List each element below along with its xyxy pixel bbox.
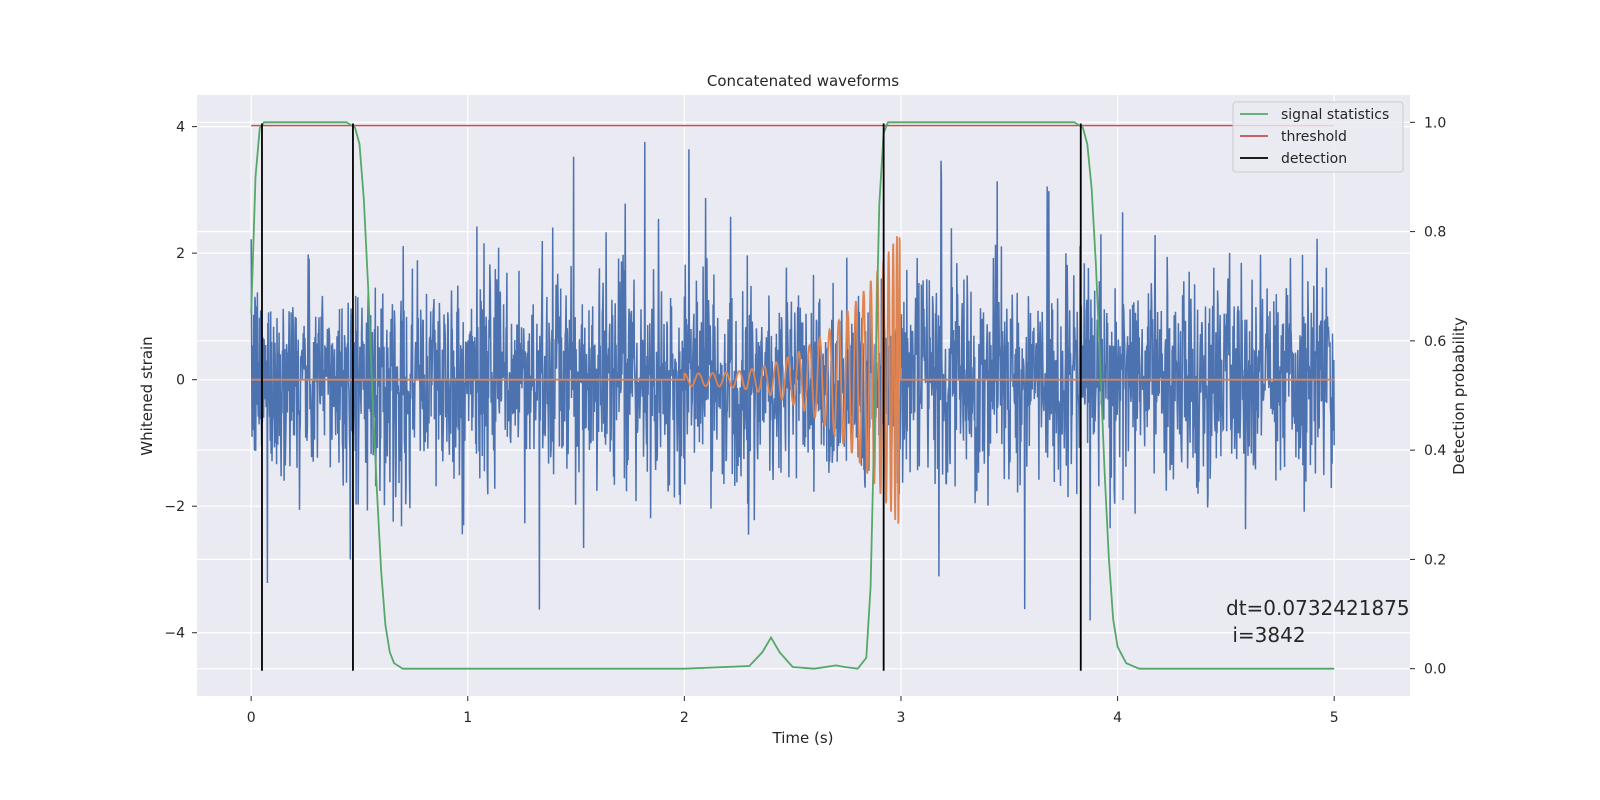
y2-tick-label: 0.4: [1424, 443, 1446, 459]
y2-tick-label: 0.8: [1424, 225, 1446, 241]
y-tick-label: 4: [176, 120, 185, 136]
y-axis-label: Whitened strain: [138, 336, 156, 455]
y2-axis-label: Detection probability: [1450, 317, 1468, 475]
annotation-dt: dt=0.0732421875: [1226, 596, 1410, 620]
x-tick-label: 1: [463, 710, 472, 726]
template-series-line: [251, 236, 1335, 524]
plot-area: [250, 121, 1335, 671]
y2-tick-label: 0.6: [1424, 334, 1446, 350]
legend-label-signal-statistics: signal statistics: [1281, 107, 1389, 123]
x-tick-label: 3: [897, 710, 906, 726]
y-tick-label: 0: [176, 373, 185, 389]
y-tick-label: −4: [164, 626, 185, 642]
y2-tick-label: 0.2: [1424, 552, 1446, 568]
signal-statistics-series-line: [250, 121, 1335, 670]
legend-label-threshold: threshold: [1281, 129, 1347, 145]
x-tick-label: 4: [1113, 710, 1122, 726]
x-axis-ticks: 0 1 2 3 4 5: [247, 696, 1339, 726]
y-tick-label: −2: [164, 499, 185, 515]
legend: signal statistics threshold detection: [1232, 101, 1404, 173]
y-axis-ticks: −4 −2 0 2 4: [164, 120, 197, 642]
x-axis-label: Time (s): [772, 729, 834, 747]
legend-box: [1232, 101, 1404, 173]
strain-series-line: [250, 141, 1335, 621]
x-tick-label: 2: [680, 710, 689, 726]
y2-axis-ticks: 0.0 0.2 0.4 0.6 0.8 1.0: [1410, 115, 1446, 678]
legend-label-detection: detection: [1281, 151, 1347, 167]
y2-tick-label: 1.0: [1424, 115, 1446, 131]
detection-lines: [261, 123, 1082, 671]
y2-tick-label: 0.0: [1424, 662, 1446, 678]
chart-title: Concatenated waveforms: [707, 72, 899, 90]
y-tick-label: 2: [176, 246, 185, 262]
x-tick-label: 0: [247, 710, 256, 726]
annotation-i: i=3842: [1226, 623, 1306, 647]
x-tick-label: 5: [1330, 710, 1339, 726]
